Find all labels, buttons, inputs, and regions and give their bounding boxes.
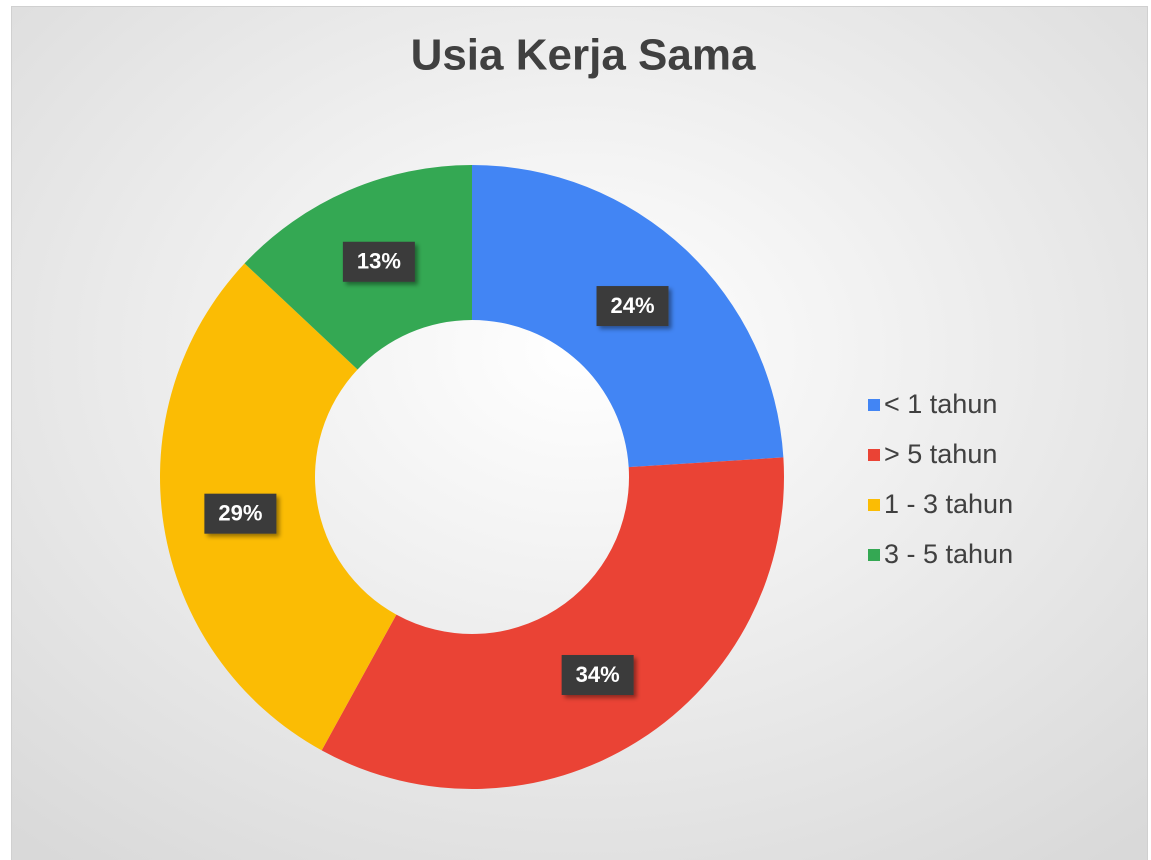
- data-label-text: 34%: [576, 662, 620, 687]
- data-label: 24%: [596, 286, 669, 327]
- legend-swatch: [868, 549, 880, 561]
- donut-slice: [159, 263, 397, 751]
- data-label: 34%: [561, 654, 634, 695]
- data-label-box: [561, 654, 634, 695]
- legend-label: 1 - 3 tahun: [884, 489, 1013, 519]
- data-label-text: 13%: [357, 249, 401, 274]
- data-label-text: 24%: [611, 293, 655, 318]
- legend-label: > 5 tahun: [884, 439, 997, 469]
- chart-title: Usia Kerja Sama: [411, 31, 756, 80]
- legend-swatch: [868, 399, 880, 411]
- data-label-box: [204, 493, 277, 534]
- data-label: 29%: [204, 493, 277, 534]
- legend-swatch: [868, 499, 880, 511]
- data-label: 13%: [342, 241, 415, 282]
- data-label-box: [596, 286, 669, 327]
- data-label-text: 29%: [218, 500, 262, 525]
- data-label-box: [342, 241, 415, 282]
- legend-swatch: [868, 449, 880, 461]
- donut-slice: [321, 457, 784, 789]
- legend-label: < 1 tahun: [884, 389, 997, 419]
- legend-label: 3 - 5 tahun: [884, 539, 1013, 569]
